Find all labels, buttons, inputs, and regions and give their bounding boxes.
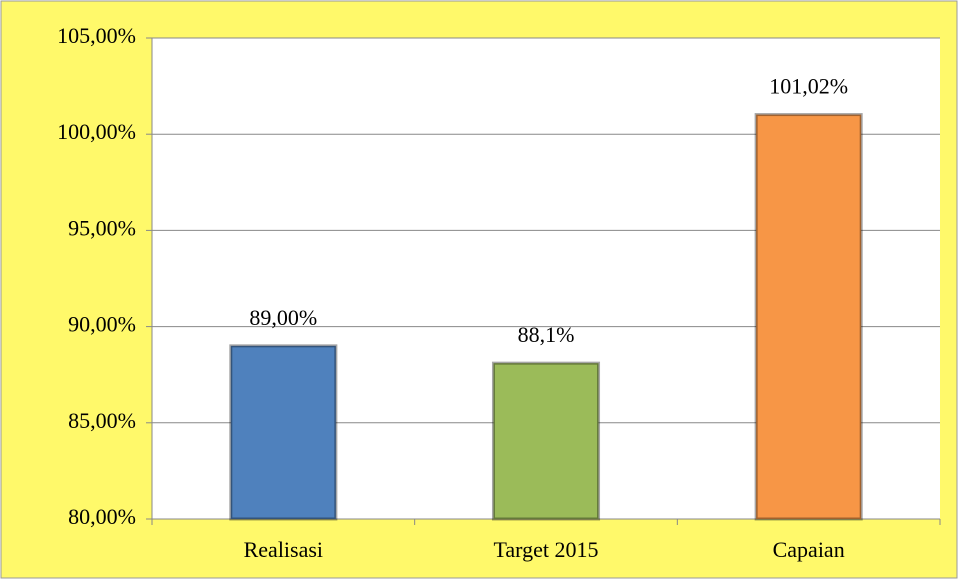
value-label: 101,02% [769,74,848,99]
x-tick-label: Capaian [773,537,845,562]
y-tick-label: 85,00% [68,408,136,433]
y-tick-label: 80,00% [68,504,136,529]
bar [491,361,601,521]
x-tick-label: Realisasi [244,537,323,562]
bar [754,113,863,521]
y-tick-label: 105,00% [57,23,136,48]
value-label: 88,1% [518,322,575,347]
y-tick-label: 100,00% [57,119,136,144]
bar [229,344,338,521]
value-label: 89,00% [249,305,317,330]
y-tick-label: 95,00% [68,215,136,240]
y-tick-label: 90,00% [68,312,136,337]
x-tick-label: Target 2015 [494,537,599,562]
